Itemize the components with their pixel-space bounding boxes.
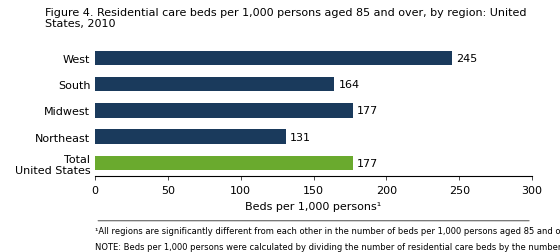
Text: 177: 177 [357,158,379,168]
Text: 131: 131 [290,132,311,142]
Text: 164: 164 [338,80,360,90]
Text: ¹All regions are significantly different from each other in the number of beds p: ¹All regions are significantly different… [95,226,560,235]
Bar [95,130,286,144]
Text: 245: 245 [456,53,478,64]
Text: NOTE: Beds per 1,000 persons were calculated by dividing the number of residenti: NOTE: Beds per 1,000 persons were calcul… [95,242,560,251]
Text: Figure 4. Residential care beds per 1,000 persons aged 85 and over, by region: U: Figure 4. Residential care beds per 1,00… [45,8,526,29]
Bar [95,78,334,92]
X-axis label: Beds per 1,000 persons¹: Beds per 1,000 persons¹ [245,201,382,211]
Bar [95,51,452,66]
Text: 177: 177 [357,106,379,116]
Bar [95,104,353,118]
Bar [95,156,353,170]
